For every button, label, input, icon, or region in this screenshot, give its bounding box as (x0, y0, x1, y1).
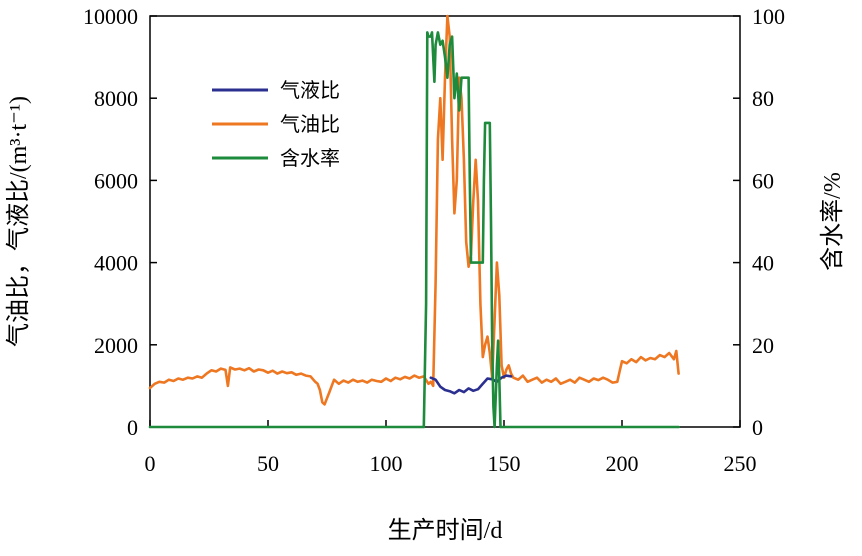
y-left-tick-label: 8000 (94, 86, 138, 111)
y-right-tick-label: 100 (752, 4, 785, 29)
series-line-1 (148, 14, 680, 406)
y-left-tick-label: 10000 (83, 4, 138, 29)
x-tick-label: 50 (257, 451, 279, 476)
legend-label: 气液比 (280, 78, 340, 102)
series-line-0 (429, 374, 513, 395)
y-left-axis-title: 气油比，气液比/(m³·t⁻¹) (5, 96, 32, 347)
series-layer (148, 14, 680, 429)
y-left-tick-label: 4000 (94, 251, 138, 276)
x-tick-label: 150 (488, 451, 521, 476)
x-axis: 0 50 100 150 200 250 (145, 420, 757, 476)
y-right-axis-title: 含水率/% (819, 172, 846, 271)
y-right-tick-label: 20 (752, 333, 774, 358)
x-tick-label: 100 (370, 451, 403, 476)
y-left-tick-label: 6000 (94, 168, 138, 193)
series-line-2 (148, 31, 680, 429)
y-right-tick-label: 40 (752, 251, 774, 276)
x-tick-label: 0 (145, 451, 156, 476)
y-left-tick-label: 0 (127, 415, 138, 440)
y-left-tick-label: 2000 (94, 333, 138, 358)
y-right-tick-label: 60 (752, 168, 774, 193)
y-left-axis: 0 2000 4000 6000 8000 10000 (83, 4, 157, 440)
y-right-tick-label: 0 (752, 415, 763, 440)
y-right-tick-label: 80 (752, 86, 774, 111)
legend-label: 含水率 (280, 146, 340, 170)
x-tick-label: 200 (606, 451, 639, 476)
legend-label: 气油比 (280, 112, 340, 136)
x-axis-title: 生产时间/d (388, 517, 503, 544)
plot-frame (149, 15, 741, 428)
x-tick-label: 250 (724, 451, 757, 476)
y-right-axis: 0 20 40 60 80 100 (733, 4, 785, 440)
